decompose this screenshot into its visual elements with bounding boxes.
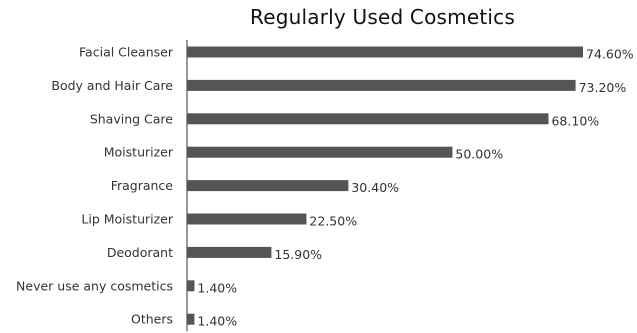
bar <box>187 180 349 192</box>
category-label: Lip Moisturizer <box>81 212 173 227</box>
data-label: 68.10% <box>551 113 599 128</box>
data-label: 74.60% <box>586 47 634 62</box>
category-label: Facial Cleanser <box>79 45 174 60</box>
category-label: Fragrance <box>111 178 174 193</box>
category-label: Others <box>131 312 173 327</box>
bar <box>187 46 583 58</box>
data-label: 73.20% <box>579 80 627 95</box>
bar <box>187 313 195 325</box>
data-label: 30.40% <box>351 180 399 195</box>
bar <box>187 146 453 158</box>
chart-title: Regularly Used Cosmetics <box>250 5 515 29</box>
data-label: 15.90% <box>274 247 322 262</box>
data-label: 1.40% <box>197 314 237 329</box>
bar <box>187 79 576 91</box>
category-label: Deodorant <box>107 245 173 260</box>
data-label: 50.00% <box>455 147 503 162</box>
bar <box>187 280 195 292</box>
bar <box>187 113 549 125</box>
category-label: Body and Hair Care <box>51 78 173 93</box>
data-label: 22.50% <box>309 214 357 229</box>
bar <box>187 246 272 258</box>
category-label: Shaving Care <box>90 111 173 126</box>
data-label: 1.40% <box>197 280 237 295</box>
category-label: Never use any cosmetics <box>16 278 173 293</box>
category-label: Moisturizer <box>104 145 174 160</box>
bar <box>187 213 307 225</box>
